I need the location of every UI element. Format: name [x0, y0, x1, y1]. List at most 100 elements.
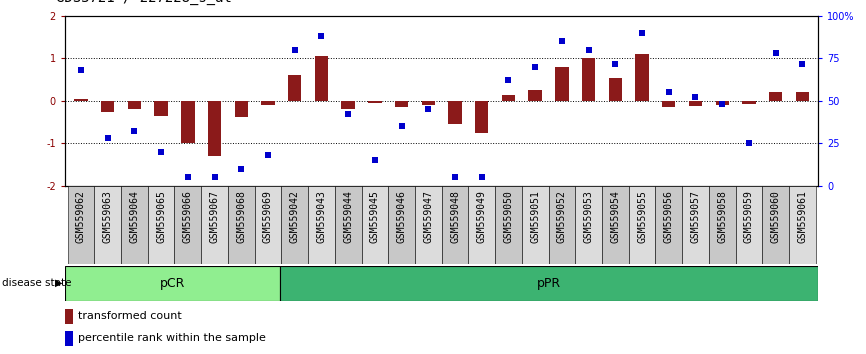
Point	[635, 30, 649, 36]
Bar	[335, 186, 361, 264]
Bar	[688, 101, 702, 106]
Text: GSM559058: GSM559058	[717, 190, 727, 242]
Bar	[288, 75, 301, 101]
Text: GSM559062: GSM559062	[76, 190, 86, 242]
Bar	[735, 186, 762, 264]
Bar	[495, 186, 522, 264]
Bar	[181, 101, 195, 143]
Text: ▶: ▶	[55, 278, 62, 288]
Text: GSM559050: GSM559050	[503, 190, 514, 242]
Point	[528, 64, 542, 70]
Bar	[682, 186, 709, 264]
Point	[74, 68, 88, 73]
Text: GSM559061: GSM559061	[798, 190, 807, 242]
Text: GSM559044: GSM559044	[343, 190, 353, 242]
Point	[555, 39, 569, 44]
Text: pPR: pPR	[537, 277, 561, 290]
Bar	[314, 56, 328, 101]
Point	[688, 95, 702, 100]
Text: GSM559045: GSM559045	[370, 190, 380, 242]
Bar	[174, 186, 201, 264]
Point	[235, 166, 249, 172]
Bar	[715, 101, 729, 105]
Text: GSM559053: GSM559053	[584, 190, 593, 242]
Text: GSM559048: GSM559048	[450, 190, 460, 242]
Bar	[148, 186, 174, 264]
Text: GSM559047: GSM559047	[423, 190, 433, 242]
Point	[501, 78, 515, 83]
Bar	[528, 90, 542, 101]
Bar	[65, 309, 74, 324]
Text: GSM559054: GSM559054	[611, 190, 620, 242]
Bar	[442, 186, 469, 264]
Bar	[789, 186, 816, 264]
Point	[154, 149, 168, 155]
Text: GSM559051: GSM559051	[530, 190, 540, 242]
Bar	[101, 101, 114, 112]
Point	[742, 141, 756, 146]
Text: GSM559066: GSM559066	[183, 190, 193, 242]
Bar	[742, 101, 755, 104]
Point	[662, 90, 675, 95]
Bar	[609, 78, 622, 101]
Text: GSM559065: GSM559065	[156, 190, 166, 242]
Bar	[262, 101, 275, 105]
Point	[181, 175, 195, 180]
Text: GSM559057: GSM559057	[690, 190, 701, 242]
Bar	[388, 186, 415, 264]
Text: GSM559068: GSM559068	[236, 190, 246, 242]
Text: pCR: pCR	[160, 277, 185, 290]
Bar	[629, 186, 656, 264]
Point	[368, 158, 382, 163]
Bar	[281, 266, 818, 301]
Text: transformed count: transformed count	[78, 312, 182, 321]
Text: percentile rank within the sample: percentile rank within the sample	[78, 333, 266, 343]
Bar	[575, 186, 602, 264]
Point	[609, 61, 623, 66]
Point	[448, 175, 462, 180]
Text: GSM559052: GSM559052	[557, 190, 567, 242]
Text: GSM559043: GSM559043	[316, 190, 326, 242]
Bar	[501, 95, 515, 101]
Bar	[555, 67, 569, 101]
Point	[314, 34, 328, 39]
Bar	[415, 186, 442, 264]
Text: GSM559069: GSM559069	[263, 190, 273, 242]
Text: GSM559067: GSM559067	[210, 190, 220, 242]
Bar	[128, 101, 141, 109]
Text: GSM559060: GSM559060	[771, 190, 780, 242]
Point	[100, 136, 114, 141]
Point	[288, 47, 301, 53]
Bar	[235, 101, 248, 117]
Point	[341, 112, 355, 117]
Text: disease state: disease state	[2, 278, 71, 288]
Point	[475, 175, 488, 180]
Text: GSM559063: GSM559063	[103, 190, 113, 242]
Point	[127, 129, 141, 134]
Point	[208, 175, 222, 180]
Bar	[255, 186, 281, 264]
Bar	[548, 186, 575, 264]
Bar	[368, 101, 382, 103]
Bar	[65, 331, 74, 346]
Bar	[769, 92, 782, 101]
Text: GSM559042: GSM559042	[290, 190, 300, 242]
Bar	[582, 58, 595, 101]
Bar	[469, 186, 495, 264]
Point	[395, 124, 409, 129]
Bar	[94, 186, 121, 264]
Bar	[201, 186, 228, 264]
Text: GSM559059: GSM559059	[744, 190, 754, 242]
Bar	[602, 186, 629, 264]
Point	[261, 153, 275, 158]
Bar	[68, 186, 94, 264]
Bar	[361, 186, 388, 264]
Bar	[281, 186, 308, 264]
Bar	[395, 101, 408, 107]
Text: GSM559055: GSM559055	[637, 190, 647, 242]
Bar	[228, 186, 255, 264]
Bar	[662, 101, 675, 107]
Point	[795, 61, 809, 66]
Point	[715, 102, 729, 107]
Bar	[656, 186, 682, 264]
